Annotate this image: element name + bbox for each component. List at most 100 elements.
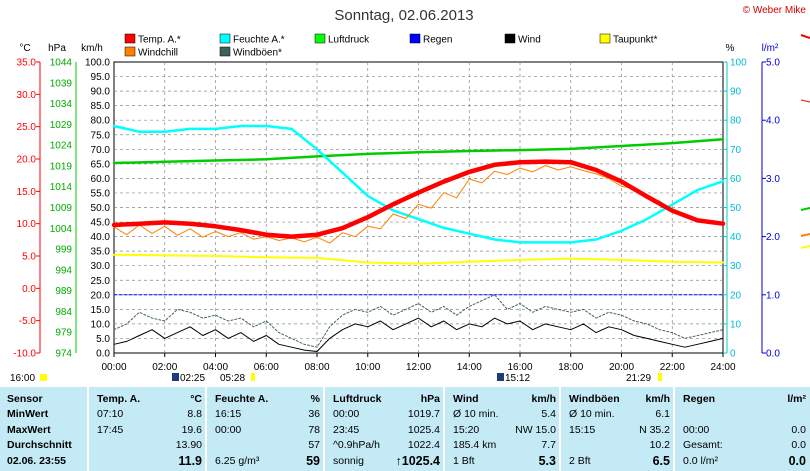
pressure-series-line — [112, 138, 725, 165]
table-cell: 5.4 — [541, 408, 556, 420]
table-cell: 1025.4 — [407, 423, 440, 436]
table-cell: 0.0 l/m² — [683, 454, 719, 467]
temp-tick-label: -5.0 — [19, 316, 37, 327]
sunrise-icon-time: 02:25 — [180, 373, 205, 383]
pressure-tick-label: 1044 — [50, 58, 73, 69]
sunrise-icon — [172, 373, 179, 381]
table-separator — [559, 387, 561, 471]
pressure-tick-label: 979 — [55, 328, 72, 339]
humidity-tick-label: 100 — [730, 58, 747, 69]
sun-left-label: 16:00 — [10, 373, 35, 383]
axes: 35.0 30.0 25.0 20.0 15.0 10.0 5.0 0.0 -5.0 -10.0 1… — [13, 58, 780, 374]
table-cell: NW 15.0 — [515, 423, 556, 436]
rain-unit-label: l/m² — [762, 43, 779, 54]
x-tick-label: 04:00 — [203, 362, 228, 373]
weather-chart: Sonntag, 02.06.2013 © Weber Mike Temp. A… — [10, 5, 810, 383]
table-cell: Temp. A. — [97, 393, 141, 405]
wind-tick-label: 20.0 — [91, 290, 111, 301]
table-cell: 10.2 — [649, 439, 670, 451]
gusts-series-line — [113, 294, 724, 348]
sunrise-marker — [251, 373, 255, 381]
legend-label: Windböen* — [233, 48, 282, 59]
wind-tick-label: 15.0 — [91, 305, 111, 316]
table-column: Wind km/h Ø 10 min. 5.4 15:20 NW 15.0 185.4 km… — [446, 387, 560, 471]
table-cell: 1022.4 — [407, 439, 440, 451]
pressure-tick-label: 1019 — [50, 161, 73, 172]
table-cell: Sensor — [7, 393, 43, 405]
table-cell: 11.9 — [178, 453, 202, 468]
table-cell: 23:45 — [333, 423, 360, 436]
sun-marker-left — [40, 374, 47, 381]
x-tick-label: 18:00 — [558, 362, 583, 373]
legend-swatch — [409, 33, 421, 44]
table-cell: 2 Bft — [569, 454, 591, 467]
pressure-tick-label: 999 — [55, 245, 72, 256]
legend-label: Temp. A.* — [138, 35, 181, 46]
wind-tick-label: 0.0 — [96, 349, 110, 360]
legend-swatch — [219, 46, 231, 57]
temp-tick-label: 20.0 — [17, 155, 37, 166]
table-cell: 17:45 — [97, 423, 124, 436]
table-cell: 1 Bft — [453, 454, 475, 467]
table-cell: 0.0 — [788, 453, 806, 468]
legend-swatch — [219, 33, 231, 44]
wind-series-line — [113, 317, 724, 352]
table-cell: MaxWert — [7, 423, 51, 436]
table-cell: 59 — [306, 453, 320, 468]
edge-decoration — [800, 34, 810, 249]
temp-tick-label: 0.0 — [22, 284, 36, 295]
wind-unit-label: km/h — [81, 43, 103, 54]
table-cell: 5.3 — [538, 453, 556, 468]
wind-tick-label: 65.0 — [91, 159, 111, 170]
table-cell: 0.0 — [791, 439, 806, 451]
wind-tick-label: 10.0 — [91, 319, 111, 330]
table-cell: Luftdruck — [333, 393, 382, 405]
table-cell: 7.7 — [541, 439, 556, 451]
humidity-tick-label: 90 — [730, 87, 742, 98]
table-cell: °C — [190, 393, 202, 405]
sunrise-time: 05:28 — [220, 373, 245, 383]
rain-tick-label: 0.0 — [766, 349, 780, 360]
table-cell: 13.90 — [175, 439, 202, 451]
pressure-tick-label: 1009 — [50, 203, 73, 214]
table-cell: sonnig — [333, 454, 364, 467]
pressure-tick-label: 1039 — [50, 78, 73, 89]
x-tick-label: 02:00 — [152, 362, 177, 373]
table-cell: 00:00 — [333, 408, 360, 420]
temp-tick-label: 10.0 — [17, 219, 37, 230]
temp-series-line — [111, 159, 726, 239]
pressure-tick-label: 1029 — [50, 120, 73, 131]
table-cell: 19.6 — [181, 423, 202, 436]
table-cell: Windböen — [569, 393, 620, 405]
x-tick-label: 14:00 — [457, 362, 482, 373]
table-column: Feuchte A.% 16:15 36 00:00 78 57 6.25 g/m³ 59 — [208, 387, 324, 471]
x-tick-label: 20:00 — [609, 362, 634, 373]
humidity-tick-label: 20 — [730, 290, 742, 301]
rain-tick-label: 4.0 — [766, 116, 780, 127]
table-cell: 6.25 g/m³ — [215, 454, 260, 467]
wind-tick-label: 55.0 — [91, 188, 111, 199]
table-separator — [205, 387, 207, 471]
temp-tick-label: 25.0 — [17, 122, 37, 133]
wind-tick-label: 25.0 — [91, 276, 111, 287]
table-cell: km/h — [531, 393, 556, 405]
rain-tick-label: 1.0 — [766, 290, 780, 301]
rain-tick-label: 5.0 — [766, 58, 780, 69]
humidity-tick-label: 80 — [730, 116, 742, 127]
grid — [114, 62, 723, 353]
wind-tick-label: 50.0 — [91, 203, 111, 214]
humidity-series-line — [112, 124, 725, 244]
temp-tick-label: 5.0 — [22, 252, 36, 263]
table-separator — [443, 387, 445, 471]
table-cell: 0.0 — [791, 423, 806, 436]
legend-swatch — [599, 33, 611, 44]
wind-tick-label: 60.0 — [91, 174, 111, 185]
x-tick-label: 24:00 — [710, 362, 735, 373]
rain-tick-label: 3.0 — [766, 174, 780, 185]
table-column: Temp. A. °C 07:10 8.8 17:45 19.6 13.90 11.9 — [90, 387, 206, 471]
table-column: Luftdruck hPa 00:00 1019.7 23:45 1025.4 ^0.9hP… — [326, 387, 444, 471]
table-cell: km/h — [645, 393, 670, 405]
temp-tick-label: 35.0 — [17, 58, 37, 69]
x-tick-label: 22:00 — [660, 362, 685, 373]
table-cell: 15:15 — [569, 423, 596, 436]
